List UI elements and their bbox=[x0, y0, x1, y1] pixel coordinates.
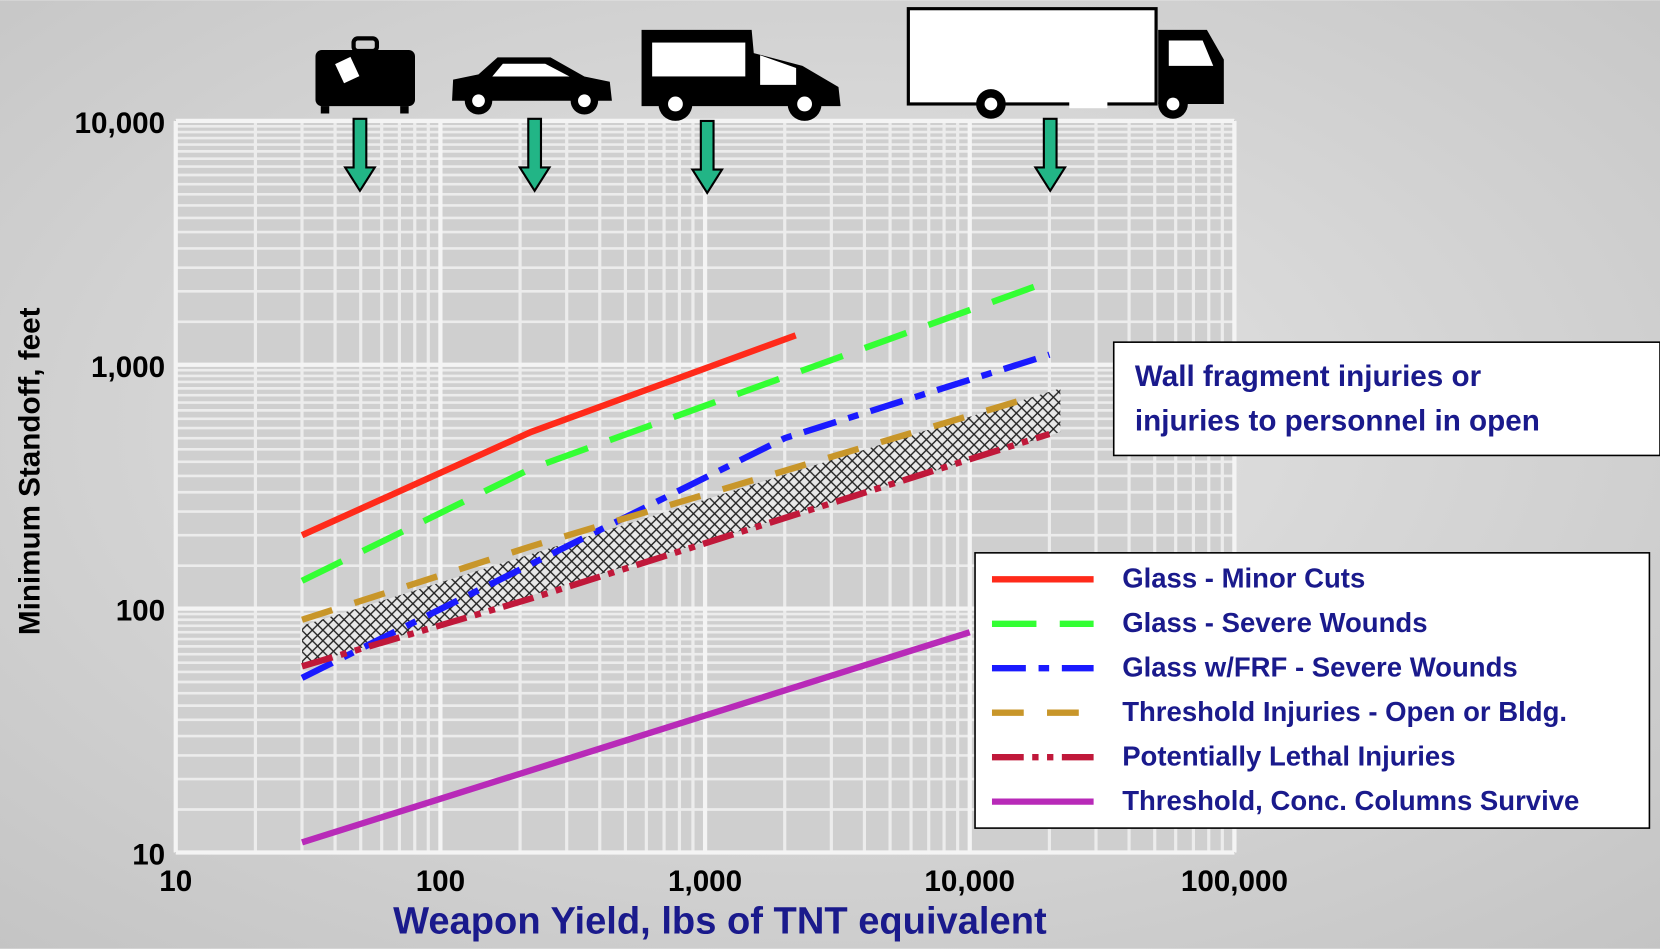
y-tick-label: 1,000 bbox=[91, 351, 165, 384]
x-tick-label: 1,000 bbox=[668, 865, 742, 898]
x-tick-label: 10 bbox=[159, 865, 192, 898]
x-tick-label: 10,000 bbox=[924, 865, 1015, 898]
legend-label: Glass - Severe Wounds bbox=[1122, 607, 1427, 638]
x-tick-label: 100 bbox=[416, 865, 465, 898]
arrow bbox=[343, 117, 377, 193]
legend-label: Glass - Minor Cuts bbox=[1122, 563, 1365, 594]
legend-box bbox=[974, 552, 1651, 829]
legend-label: Threshold Injuries - Open or Bldg. bbox=[1122, 696, 1567, 727]
annotation-box bbox=[1112, 341, 1660, 457]
y-tick-label: 10,000 bbox=[75, 107, 166, 140]
suitcase-icon bbox=[315, 36, 415, 114]
arrow bbox=[517, 117, 552, 193]
arrow bbox=[690, 119, 724, 195]
series-line bbox=[301, 396, 1025, 623]
series-line bbox=[301, 629, 971, 846]
series-line bbox=[300, 351, 1051, 681]
truck-icon bbox=[906, 7, 1224, 119]
x-tick-label: 100,000 bbox=[1181, 865, 1288, 898]
shaded-band bbox=[302, 388, 1061, 667]
series-line bbox=[300, 278, 1051, 584]
y-tick-label: 100 bbox=[116, 595, 165, 628]
car-icon bbox=[452, 57, 612, 115]
x-axis-label: Weapon Yield, lbs of TNT equivalent bbox=[393, 900, 1047, 942]
vehicle-icons bbox=[315, 7, 1224, 121]
series-line bbox=[300, 332, 797, 539]
y-tick-label: 10 bbox=[132, 839, 165, 872]
y-axis-label: Minimum Standoff, feet bbox=[14, 307, 47, 635]
arrow bbox=[1033, 117, 1067, 193]
legend-label: Potentially Lethal Injuries bbox=[1122, 740, 1455, 771]
legend-label: Glass w/FRF - Severe Wounds bbox=[1122, 652, 1518, 683]
arrows bbox=[343, 117, 1067, 195]
van-icon bbox=[641, 29, 841, 121]
legend-label: Threshold, Conc. Columns Survive bbox=[1122, 785, 1579, 816]
annotation-line: Wall fragment injuries or bbox=[1135, 360, 1482, 393]
series-line bbox=[301, 430, 1051, 670]
annotation-line: injuries to personnel in open bbox=[1135, 404, 1540, 437]
